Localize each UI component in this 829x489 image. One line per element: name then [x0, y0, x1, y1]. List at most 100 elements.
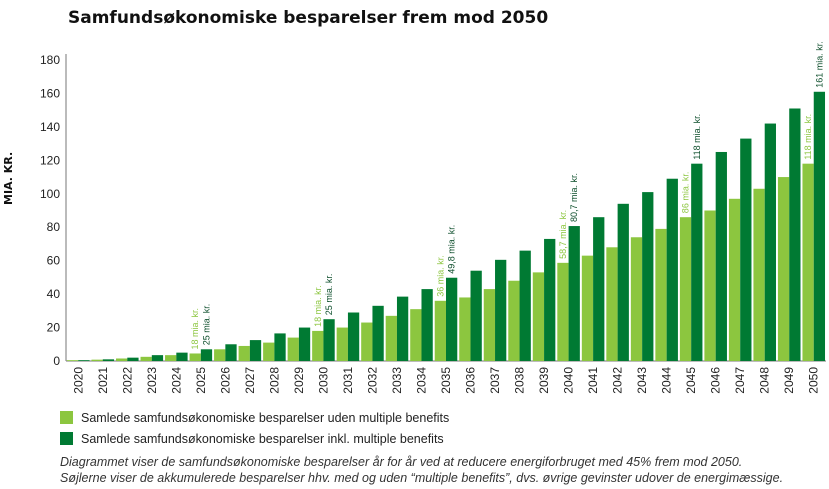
bar-inkl-multiple-benefits — [421, 289, 433, 361]
bar-uden-multiple-benefits — [679, 217, 692, 361]
bar-value-label: 58,7 mia. kr. — [558, 210, 568, 259]
x-tick-label: 2032 — [365, 367, 379, 394]
bar-inkl-multiple-benefits — [225, 344, 237, 361]
bar-inkl-multiple-benefits — [519, 250, 531, 361]
bar-uden-multiple-benefits — [116, 358, 128, 361]
x-tick-label: 2043 — [635, 367, 649, 394]
x-tick-label: 2040 — [562, 367, 576, 394]
bar-uden-multiple-benefits — [385, 315, 397, 361]
y-tick-label: 160 — [40, 86, 60, 100]
bar-uden-multiple-benefits — [581, 255, 594, 361]
legend-swatch-dark-green — [60, 432, 73, 445]
bar-uden-multiple-benefits — [630, 237, 643, 361]
y-tick-label: 100 — [40, 187, 60, 201]
y-tick-label: 80 — [47, 220, 61, 234]
bar-uden-multiple-benefits — [508, 280, 520, 361]
y-tick-label: 0 — [53, 354, 60, 368]
bar-inkl-multiple-benefits — [470, 270, 482, 361]
x-tick-label: 2027 — [243, 367, 257, 394]
x-tick-label: 2042 — [611, 367, 625, 394]
bar-uden-multiple-benefits — [753, 188, 765, 361]
bar-inkl-multiple-benefits — [544, 238, 556, 361]
bar-inkl-multiple-benefits — [323, 319, 335, 361]
bar-inkl-multiple-benefits — [715, 151, 727, 361]
y-tick-label: 180 — [40, 53, 60, 67]
bar-inkl-multiple-benefits — [298, 327, 311, 361]
x-tick-label: 2047 — [733, 367, 747, 394]
bar-value-label: 118 mia. kr. — [803, 114, 813, 160]
y-tick-label: 20 — [47, 321, 61, 335]
x-tick-label: 2020 — [71, 367, 85, 394]
x-tick-label: 2030 — [316, 367, 330, 394]
bar-inkl-multiple-benefits — [813, 91, 826, 362]
x-tick-label: 2039 — [537, 367, 551, 394]
legend-item-uden: Samlede samfundsøkonomiske besparelser u… — [60, 407, 449, 428]
bar-uden-multiple-benefits — [336, 327, 348, 361]
chart-title: Samfundsøkonomiske besparelser frem mod … — [68, 8, 549, 28]
bar-uden-multiple-benefits — [532, 272, 545, 361]
bar-inkl-multiple-benefits — [396, 296, 409, 361]
bar-inkl-multiple-benefits — [617, 203, 629, 361]
bar-uden-multiple-benefits — [410, 309, 422, 361]
x-tick-label: 2026 — [218, 367, 232, 394]
x-tick-label: 2037 — [488, 367, 502, 394]
bar-uden-multiple-benefits — [66, 360, 79, 361]
bar-uden-multiple-benefits — [606, 247, 618, 361]
value-labels: 18 mia. kr. 25 mia. kr. 18 mia. kr. 25 mia.… — [190, 41, 824, 349]
x-tick-label: 2048 — [758, 367, 772, 394]
bar-uden-multiple-benefits — [459, 297, 471, 361]
x-tick-label: 2033 — [390, 367, 404, 394]
x-tick-label: 2038 — [513, 367, 527, 394]
bar-uden-multiple-benefits — [165, 355, 177, 361]
bar-inkl-multiple-benefits — [151, 355, 164, 361]
bar-inkl-multiple-benefits — [740, 138, 752, 361]
bar-value-label: 49,8 mia. kr. — [447, 225, 457, 274]
bar-uden-multiple-benefits — [91, 359, 103, 361]
bar-inkl-multiple-benefits — [200, 349, 213, 361]
bar-inkl-multiple-benefits — [593, 217, 605, 361]
bar-inkl-multiple-benefits — [78, 360, 90, 361]
bar-uden-multiple-benefits — [238, 345, 250, 361]
bar-inkl-multiple-benefits — [446, 277, 458, 361]
x-tick-label: 2046 — [709, 367, 723, 394]
bar-inkl-multiple-benefits — [568, 226, 580, 361]
bar-inkl-multiple-benefits — [495, 259, 507, 361]
bar-uden-multiple-benefits — [483, 289, 496, 361]
y-tick-label: 140 — [40, 120, 60, 134]
bar-value-label: 18 mia. kr. — [190, 308, 200, 350]
chart-caption: Diagrammet viser de samfundsøkonomiske b… — [60, 454, 820, 486]
x-tick-label: 2029 — [292, 367, 306, 394]
x-tick-label: 2031 — [341, 367, 355, 394]
bar-inkl-multiple-benefits — [249, 340, 262, 361]
x-tick-label: 2041 — [586, 367, 600, 394]
x-tick-label: 2034 — [414, 367, 428, 394]
x-tick-label: 2024 — [169, 367, 183, 394]
bar-value-label: 18 mia. kr. — [313, 285, 323, 327]
x-tick-label: 2025 — [194, 367, 208, 394]
x-tick-label: 2035 — [439, 367, 453, 394]
y-tick-label: 120 — [40, 153, 60, 167]
x-tick-label: 2044 — [660, 367, 674, 394]
y-tick-label: 60 — [47, 254, 61, 268]
bar-uden-multiple-benefits — [777, 177, 790, 361]
caption-line-1: Diagrammet viser de samfundsøkonomiske b… — [60, 455, 743, 469]
x-tick-label: 2050 — [807, 367, 821, 394]
legend-swatch-light-green — [60, 411, 73, 424]
bar-uden-multiple-benefits — [704, 210, 716, 361]
bar-inkl-multiple-benefits — [102, 359, 115, 361]
legend: Samlede samfundsøkonomiske besparelser u… — [60, 407, 449, 449]
bar-value-label: 161 mia. kr. — [814, 41, 824, 88]
bar-value-label: 25 mia. kr. — [324, 274, 334, 316]
y-tick-label: 40 — [47, 287, 61, 301]
bar-value-label: 118 mia. kr. — [692, 114, 702, 160]
bar-uden-multiple-benefits — [728, 198, 741, 361]
bar-inkl-multiple-benefits — [764, 123, 776, 362]
x-tick-label: 2045 — [684, 367, 698, 394]
bar-uden-multiple-benefits — [557, 262, 569, 361]
bar-uden-multiple-benefits — [140, 356, 152, 361]
bar-uden-multiple-benefits — [214, 349, 226, 361]
bar-inkl-multiple-benefits — [666, 178, 678, 361]
legend-item-inkl: Samlede samfundsøkonomiske besparelser i… — [60, 428, 449, 449]
